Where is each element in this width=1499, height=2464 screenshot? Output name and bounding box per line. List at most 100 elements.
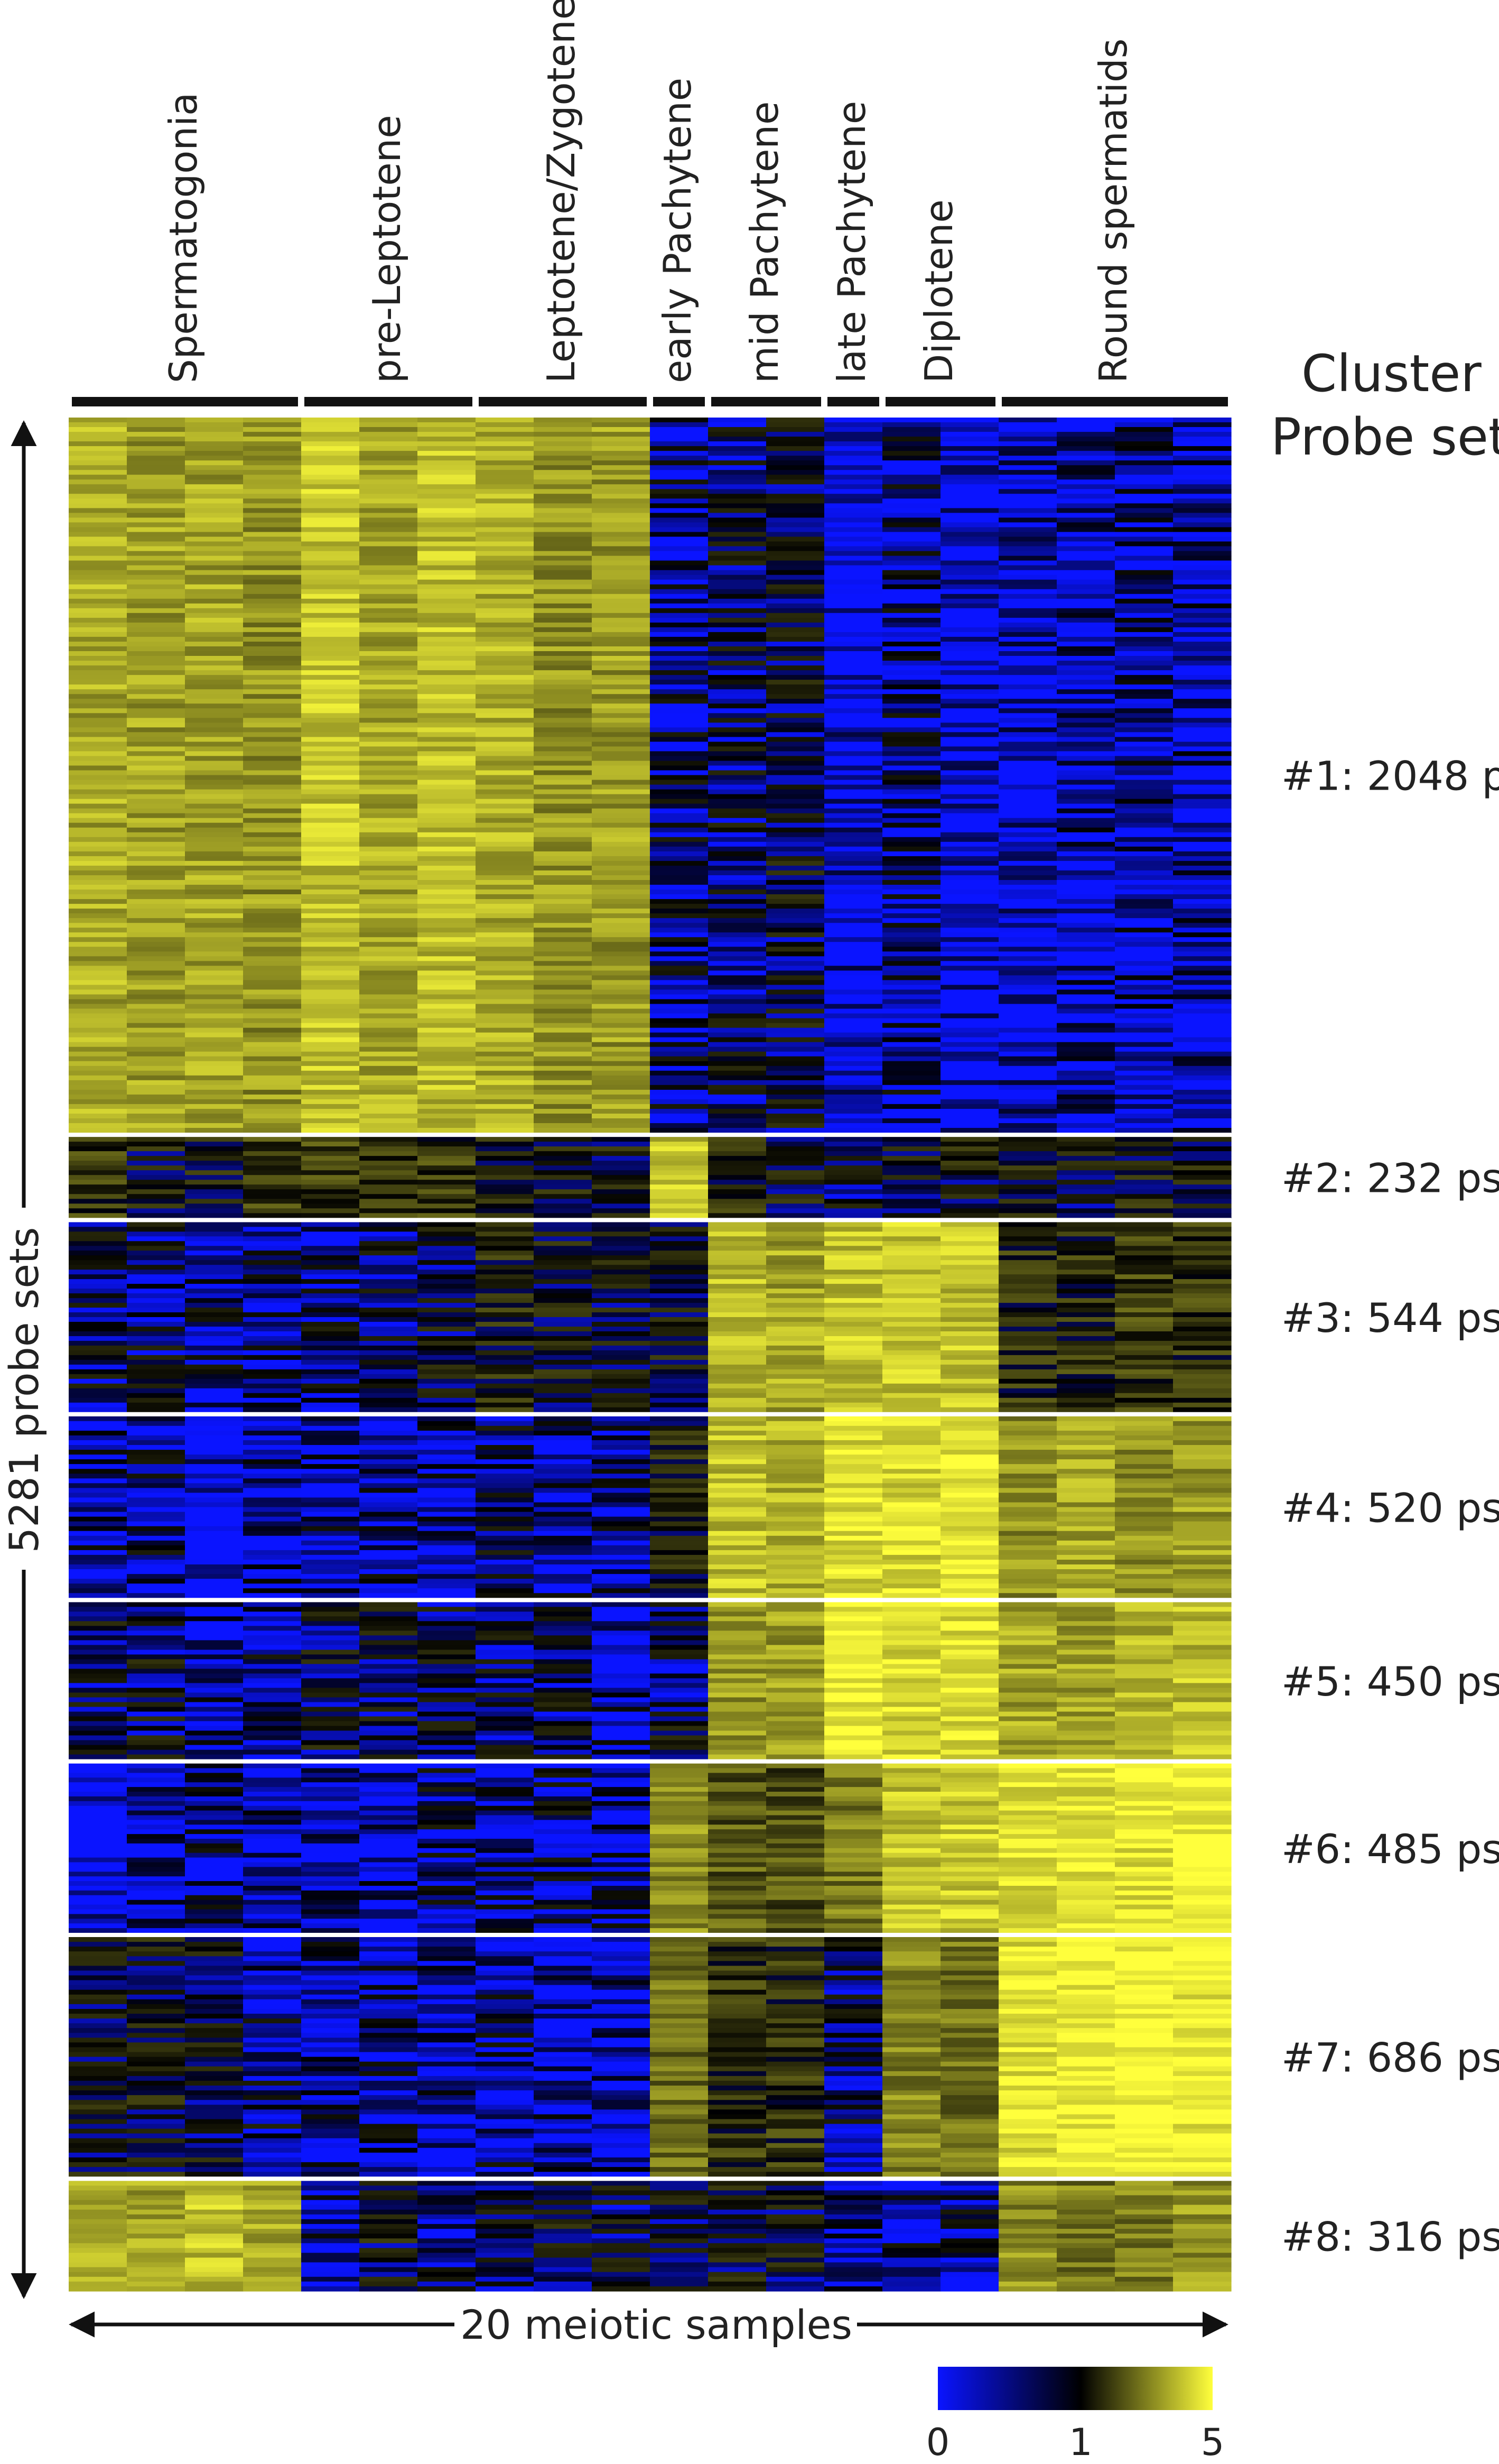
heatmap-cell (1057, 1180, 1115, 1185)
heatmap-cell (999, 513, 1057, 518)
heatmap-cell (882, 579, 941, 585)
heatmap-cell (650, 1322, 709, 1327)
heatmap-cell (824, 1478, 883, 1484)
heatmap-cell (69, 1255, 127, 1261)
heatmap-cell (1057, 1241, 1115, 1246)
heatmap-cell (301, 575, 360, 580)
heatmap-cell (476, 1255, 534, 1261)
heatmap-cell (1057, 870, 1115, 876)
heatmap-cell (999, 1488, 1057, 1493)
heatmap-cell (185, 1227, 244, 1232)
heatmap-cell (766, 1564, 825, 1570)
heatmap-cell (824, 818, 883, 823)
heatmap-cell (534, 1104, 592, 1109)
heatmap-cell (69, 1583, 127, 1589)
heatmap-cell (69, 1246, 127, 1251)
heatmap-cell (534, 1560, 592, 1565)
heatmap-cell (824, 1203, 883, 1209)
heatmap-cell (243, 742, 302, 747)
heatmap-cell (824, 803, 883, 809)
heatmap-cell (941, 989, 999, 995)
heatmap-cell (69, 1341, 127, 1346)
heatmap-cell (301, 622, 360, 628)
heatmap-cell (534, 890, 592, 895)
heatmap-cell (127, 1602, 185, 1607)
heatmap-cell (824, 1165, 883, 1171)
heatmap-cell (941, 441, 999, 447)
heatmap-cell (185, 1089, 244, 1095)
heatmap-cell (534, 1393, 592, 1398)
heatmap-cell (999, 536, 1057, 542)
heatmap-cell (650, 1445, 709, 1450)
heatmap-cell (1173, 694, 1232, 699)
heatmap-cell (243, 1430, 302, 1436)
heatmap-cell (592, 1236, 650, 1242)
heatmap-cell (708, 975, 767, 980)
heatmap-cell (941, 1308, 999, 1313)
heatmap-cell (534, 1535, 592, 1541)
heatmap-cell (185, 1464, 244, 1469)
heatmap-cell (127, 794, 185, 800)
heatmap-cell (882, 899, 941, 904)
heatmap-cell (941, 1378, 999, 1384)
heatmap-cell (476, 560, 534, 566)
heatmap-cell (766, 1250, 825, 1256)
heatmap-cell (708, 1194, 767, 1199)
heatmap-cell (476, 1080, 534, 1086)
heatmap-cell (127, 1664, 185, 1669)
heatmap-cell (999, 522, 1057, 527)
heatmap-cell (650, 703, 709, 709)
heatmap-cell (1115, 1445, 1174, 1450)
heatmap-cell (941, 851, 999, 857)
heatmap-cell (359, 1146, 418, 1152)
heatmap-cell (1173, 803, 1232, 809)
heatmap-cell (534, 1507, 592, 1513)
heatmap-cell (824, 875, 883, 881)
heatmap-cell (766, 951, 825, 957)
heatmap-cell (941, 699, 999, 704)
heatmap-cell (592, 1402, 650, 1408)
heatmap-cell (359, 1170, 418, 1175)
heatmap-cell (766, 746, 825, 752)
heatmap-cell (534, 1397, 592, 1403)
heatmap-cell (476, 818, 534, 823)
heatmap-cell (301, 937, 360, 942)
heatmap-cell (243, 551, 302, 557)
heatmap-cell (999, 1579, 1057, 1584)
heatmap-cell (1173, 1474, 1232, 1479)
heatmap-cell (650, 1255, 709, 1261)
heatmap-cell (708, 1483, 767, 1488)
heatmap-cell (882, 551, 941, 557)
heatmap-cell (882, 1066, 941, 1071)
heatmap-cell (243, 617, 302, 623)
heatmap-cell (69, 1626, 127, 1631)
heatmap-cell (766, 1222, 825, 1227)
heatmap-cell (69, 1089, 127, 1095)
heatmap-cell (824, 870, 883, 876)
heatmap-cell (1057, 1066, 1115, 1071)
heatmap-cell (708, 498, 767, 504)
heatmap-cell (708, 1241, 767, 1246)
heatmap-cell (243, 570, 302, 576)
heatmap-cell (941, 508, 999, 513)
heatmap-cell (1173, 1075, 1232, 1081)
heatmap-cell (301, 846, 360, 852)
heatmap-cell (882, 1540, 941, 1546)
heatmap-cell (766, 885, 825, 890)
heatmap-cell (650, 1327, 709, 1332)
heatmap-cell (243, 513, 302, 518)
heatmap-cell (243, 1416, 302, 1422)
heatmap-cell (417, 522, 476, 527)
heatmap-cell (824, 1114, 883, 1119)
heatmap-cell (476, 627, 534, 633)
heatmap-cell (476, 589, 534, 595)
heatmap-cell (476, 1008, 534, 1014)
heatmap-cell (417, 1540, 476, 1546)
heatmap-cell (882, 570, 941, 576)
heatmap-cell (417, 885, 476, 890)
heatmap-cell (417, 1531, 476, 1536)
heatmap-cell (999, 880, 1057, 885)
heatmap-cell (882, 1099, 941, 1105)
heatmap-cell (1115, 456, 1174, 461)
heatmap-cell (534, 1512, 592, 1517)
